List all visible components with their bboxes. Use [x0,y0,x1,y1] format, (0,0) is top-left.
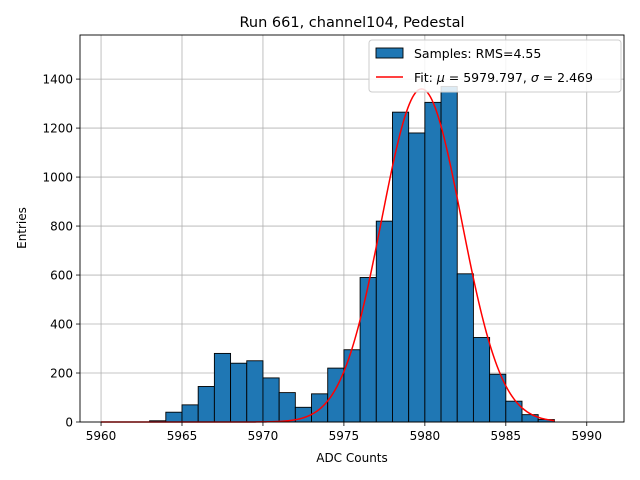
histogram-bar [262,377,280,423]
x-tick-label: 5960 [86,429,117,443]
histogram-bar [456,273,474,423]
histogram-bar [408,132,426,423]
y-tick-label: 1200 [42,122,73,136]
y-axis-ticks: 0 200 400 600 800 1000 1200 1400 [42,73,80,430]
histogram-bar [246,360,264,423]
histogram-bar [278,392,296,423]
chart-title: Run 661, channel104, Pedestal [239,15,464,31]
x-tick-label: 5985 [491,429,522,443]
histogram-bar [343,349,361,423]
y-tick-label: 0 [65,416,73,430]
legend-box [368,39,622,93]
y-axis-label: Entries [15,207,29,249]
y-tick-label: 600 [50,269,73,283]
histogram-bar [165,411,183,423]
histogram-bar [424,101,442,423]
y-tick-label: 400 [50,318,73,332]
x-tick-label: 5975 [329,429,360,443]
histogram-bar [472,337,491,423]
legend-histogram-swatch [375,47,404,59]
histogram-bars [149,85,555,423]
histogram-bar [181,404,199,423]
x-axis-label: ADC Counts [316,451,388,465]
x-tick-label: 5980 [410,429,441,443]
legend: Samples: RMS=4.55 Fit: μ = 5979.797, σ =… [368,39,622,93]
x-axis-ticks: 5960 5965 5970 5975 5980 5985 5990 [86,422,602,443]
legend-fit-label: Fit: μ = 5979.797, σ = 2.469 [414,70,593,85]
x-tick-label: 5970 [248,429,279,443]
histogram-bar [311,393,329,423]
y-tick-label: 800 [50,220,73,234]
legend-histogram-label: Samples: RMS=4.55 [414,46,541,61]
histogram-bar [359,277,377,423]
plot-frame [79,34,625,423]
histogram-bar [230,362,248,423]
x-tick-label: 5990 [571,429,602,443]
histogram-bar [197,386,215,423]
y-tick-label: 1400 [42,73,73,87]
histogram-bar [375,220,393,423]
histogram-bar [505,400,523,423]
histogram-bar [213,352,232,423]
y-tick-label: 200 [50,367,73,381]
x-tick-label: 5965 [167,429,198,443]
y-tick-label: 1000 [42,171,73,185]
